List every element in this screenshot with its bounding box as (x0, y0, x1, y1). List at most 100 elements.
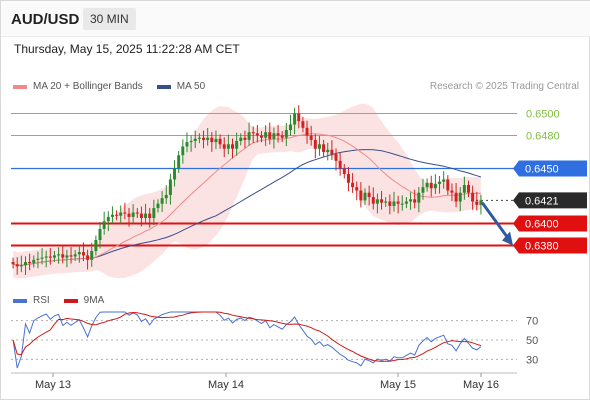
candle (202, 137, 206, 140)
candle (462, 185, 466, 193)
candle (189, 141, 193, 143)
candle (280, 135, 284, 138)
legend-item-rsi-ma: 9MA (63, 295, 104, 306)
candle (421, 187, 425, 193)
candle (168, 179, 172, 195)
candle (388, 201, 392, 206)
candle (367, 192, 371, 198)
candle (458, 192, 462, 202)
x-axis-label: May 16 (463, 379, 499, 391)
candle (144, 213, 148, 218)
price-tag-0.6421 (513, 192, 587, 209)
candle (152, 208, 156, 218)
candle (475, 201, 479, 205)
candle (342, 168, 346, 174)
candle (351, 182, 355, 188)
candle (429, 182, 433, 189)
candle (32, 259, 36, 264)
candle (471, 192, 475, 202)
price-label-0.6500: 0.6500 (526, 109, 560, 121)
candle (467, 185, 471, 193)
candle (297, 113, 301, 122)
candle (293, 113, 297, 125)
candle (438, 181, 442, 184)
x-axis-label: May 14 (208, 379, 244, 391)
candle (11, 262, 15, 265)
candle (40, 257, 44, 259)
candle (48, 256, 52, 258)
candle (276, 133, 280, 136)
price-tag-0.6450 (513, 160, 587, 177)
candle (173, 168, 177, 180)
candle (322, 144, 326, 152)
candle (305, 127, 309, 136)
candle (231, 144, 235, 149)
candle (446, 179, 450, 191)
candle (301, 121, 305, 128)
candle (123, 212, 127, 214)
candle (433, 183, 437, 189)
candle (479, 200, 483, 205)
candle (346, 174, 350, 183)
candle (363, 192, 367, 201)
candle (102, 221, 106, 229)
ma50-swatch-icon (156, 84, 171, 89)
rsi-ma-line (12, 311, 482, 362)
candle (255, 133, 259, 136)
ma20-swatch-icon (13, 84, 27, 89)
rsi-tick-label: 70 (526, 316, 538, 328)
candle (86, 255, 90, 260)
candle (309, 135, 313, 140)
legend-item-rsi: RSI (13, 295, 50, 306)
copyright-text: Research © 2025 Trading Central (429, 81, 579, 92)
legend-label-ma50: MA 50 (176, 81, 206, 92)
candle (193, 138, 197, 141)
candle (52, 255, 56, 258)
candle (119, 212, 123, 216)
candle (247, 132, 251, 140)
forecast-arrow (481, 202, 511, 241)
candle (450, 190, 454, 193)
candle (65, 255, 69, 258)
candle (69, 255, 73, 257)
candle (330, 149, 334, 155)
timeframe-button[interactable]: 30 MIN (83, 8, 136, 30)
legend-label-ma20: MA 20 + Bollinger Bands (33, 81, 143, 92)
rsi-ma-swatch-icon (63, 298, 78, 303)
price-label-0.6480: 0.6480 (526, 131, 560, 143)
candle (148, 213, 152, 218)
candle (400, 203, 404, 205)
candle (326, 149, 330, 152)
candle (77, 252, 81, 255)
price-label-0.6400: 0.6400 (525, 219, 559, 231)
candle (396, 201, 400, 204)
candle (73, 254, 77, 257)
candle (409, 199, 413, 202)
candle (392, 201, 396, 206)
candle (210, 137, 214, 143)
candle (375, 199, 379, 204)
x-axis-label: May 15 (380, 379, 416, 391)
candle (338, 160, 342, 169)
candle (110, 214, 114, 217)
candle (359, 190, 363, 201)
rsi-tick-label: 30 (526, 354, 538, 366)
legend-item-ma20: MA 20 + Bollinger Bands (13, 81, 143, 92)
candle (239, 137, 243, 141)
candle (139, 213, 143, 218)
rsi-legend: RSI 9MA (13, 295, 118, 306)
price-tag-0.6400 (513, 215, 587, 232)
candle (197, 137, 201, 139)
candle (115, 214, 119, 216)
candle (156, 203, 160, 209)
price-label-0.6380: 0.6380 (525, 241, 559, 253)
rsi-tick-label: 50 (526, 335, 538, 347)
candle (106, 216, 110, 222)
candle (131, 212, 135, 217)
candle (454, 192, 458, 202)
timestamp: Thursday, May 15, 2025 11:22:28 AM CET (14, 42, 240, 56)
candle (94, 240, 98, 251)
candle (272, 133, 276, 139)
